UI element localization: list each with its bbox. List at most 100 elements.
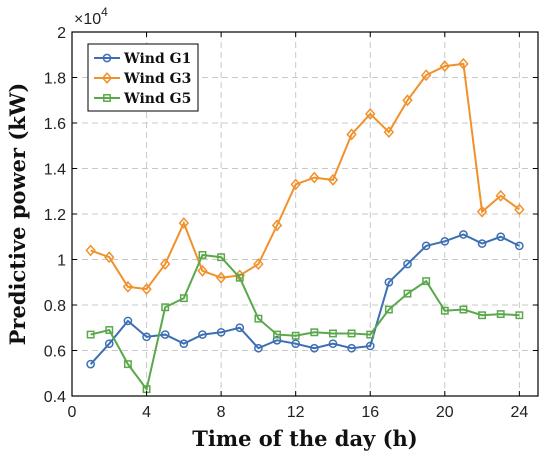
data-point-wind-g3 xyxy=(309,171,320,184)
data-point-wind-g3 xyxy=(383,126,395,139)
data-point-wind-g1 xyxy=(272,335,282,345)
data-point-wind-g3 xyxy=(290,178,301,191)
data-point-wind-g1 xyxy=(309,343,319,353)
data-point-wind-g5 xyxy=(310,328,319,337)
data-point-wind-g1 xyxy=(86,359,95,369)
x-tick-label: 4 xyxy=(142,404,151,421)
data-point-wind-g3 xyxy=(178,217,190,230)
data-point-wind-g1 xyxy=(198,330,207,339)
legend-marker-wind-g1 xyxy=(102,53,112,63)
data-point-wind-g1 xyxy=(328,339,338,349)
data-point-wind-g3 xyxy=(85,244,96,257)
data-point-wind-g5 xyxy=(254,314,263,323)
data-point-wind-g5 xyxy=(515,311,524,320)
y-tick-label: 2 xyxy=(57,25,66,42)
data-point-wind-g1 xyxy=(160,330,170,339)
data-point-wind-g5 xyxy=(105,326,114,334)
data-point-wind-g1 xyxy=(123,316,133,326)
data-point-wind-g1 xyxy=(365,341,375,351)
data-point-wind-g5 xyxy=(440,306,449,315)
y-tick-label: 1 xyxy=(57,253,66,270)
data-point-wind-g5 xyxy=(478,311,487,320)
data-point-wind-g1 xyxy=(440,236,450,246)
data-point-wind-g3 xyxy=(346,128,357,141)
x-tick-label: 24 xyxy=(510,404,528,421)
data-point-wind-g1 xyxy=(421,241,431,251)
y-axis-title: Predictive power (kW) xyxy=(5,83,30,346)
data-point-wind-g5 xyxy=(366,330,375,339)
data-point-wind-g5 xyxy=(161,303,170,312)
data-point-wind-g1 xyxy=(515,241,524,251)
legend-marker-wind-g3 xyxy=(101,72,113,84)
data-point-wind-g1 xyxy=(403,259,412,269)
x-tick-label: 0 xyxy=(68,404,77,421)
legend-marker-wind-g5 xyxy=(103,94,111,102)
data-point-wind-g3 xyxy=(215,271,227,284)
data-point-wind-g1 xyxy=(496,232,506,242)
data-point-wind-g1 xyxy=(347,343,356,353)
data-point-wind-g5 xyxy=(86,330,95,339)
data-point-wind-g1 xyxy=(477,239,487,248)
data-point-wind-g5 xyxy=(403,289,412,298)
legend-label-wind-g1: Wind G1 xyxy=(123,51,191,67)
data-point-wind-g5 xyxy=(384,305,393,314)
data-point-wind-g5 xyxy=(273,330,281,339)
data-point-wind-g3 xyxy=(365,107,376,120)
data-point-wind-g5 xyxy=(496,310,505,319)
y-multiplier: ×104 xyxy=(74,5,108,28)
data-point-wind-g5 xyxy=(217,253,226,262)
data-point-wind-g1 xyxy=(459,230,468,239)
data-point-wind-g1 xyxy=(216,327,226,337)
x-tick-label: 8 xyxy=(217,404,226,421)
legend: Wind G1 Wind G3 Wind G5 xyxy=(87,43,199,112)
data-point-wind-g1 xyxy=(235,323,245,333)
x-axis-title: Time of the day (h) xyxy=(192,426,417,451)
data-point-wind-g3 xyxy=(197,264,208,277)
x-axis: 0 4 8 12 16 20 24 xyxy=(68,32,528,421)
data-point-wind-g3 xyxy=(271,219,283,232)
data-point-wind-g5 xyxy=(198,251,207,259)
data-point-wind-g3 xyxy=(476,205,488,218)
y-tick-label: 1.8 xyxy=(44,71,66,88)
data-point-wind-g5 xyxy=(347,329,356,338)
data-point-wind-g3 xyxy=(122,280,134,293)
data-point-wind-g5 xyxy=(123,360,132,369)
data-point-wind-g1 xyxy=(384,277,394,287)
legend-label-wind-g5: Wind G5 xyxy=(123,91,191,107)
data-point-wind-g3 xyxy=(104,251,115,264)
data-point-wind-g1 xyxy=(179,339,189,349)
series-wind-g3 xyxy=(85,57,525,296)
data-point-wind-g1 xyxy=(291,339,301,349)
data-point-wind-g3 xyxy=(458,57,469,70)
series-wind-g1 xyxy=(86,230,524,369)
data-point-wind-g3 xyxy=(514,203,525,216)
y-tick-label: 1.4 xyxy=(44,162,66,179)
x-tick-label: 12 xyxy=(287,404,305,421)
data-point-wind-g5 xyxy=(422,277,431,286)
data-point-wind-g3 xyxy=(160,258,171,270)
data-point-wind-g1 xyxy=(254,343,263,353)
data-point-wind-g1 xyxy=(142,332,151,342)
data-point-wind-g5 xyxy=(459,305,468,314)
data-point-wind-g3 xyxy=(439,60,450,73)
series-wind-g5 xyxy=(86,251,524,394)
y-tick-label: 0.8 xyxy=(44,298,66,315)
data-point-wind-g3 xyxy=(327,173,339,186)
data-point-wind-g3 xyxy=(495,189,506,202)
legend-label-wind-g3: Wind G3 xyxy=(123,71,191,87)
series-layer xyxy=(85,57,525,394)
y-tick-label: 0.4 xyxy=(44,389,66,406)
data-point-wind-g3 xyxy=(402,94,413,107)
data-point-wind-g5 xyxy=(235,273,244,282)
data-point-wind-g3 xyxy=(141,283,152,296)
data-point-wind-g5 xyxy=(329,329,337,338)
data-point-wind-g5 xyxy=(291,331,300,340)
y-tick-label: 0.6 xyxy=(44,344,66,361)
y-axis: 0.4 0.6 0.8 1 1.2 1.4 1.6 1.8 2 xyxy=(44,25,538,406)
data-point-wind-g3 xyxy=(420,69,432,82)
y-tick-label: 1.6 xyxy=(44,116,66,133)
data-point-wind-g3 xyxy=(253,258,264,270)
x-tick-label: 20 xyxy=(436,404,454,421)
data-point-wind-g5 xyxy=(179,294,188,303)
